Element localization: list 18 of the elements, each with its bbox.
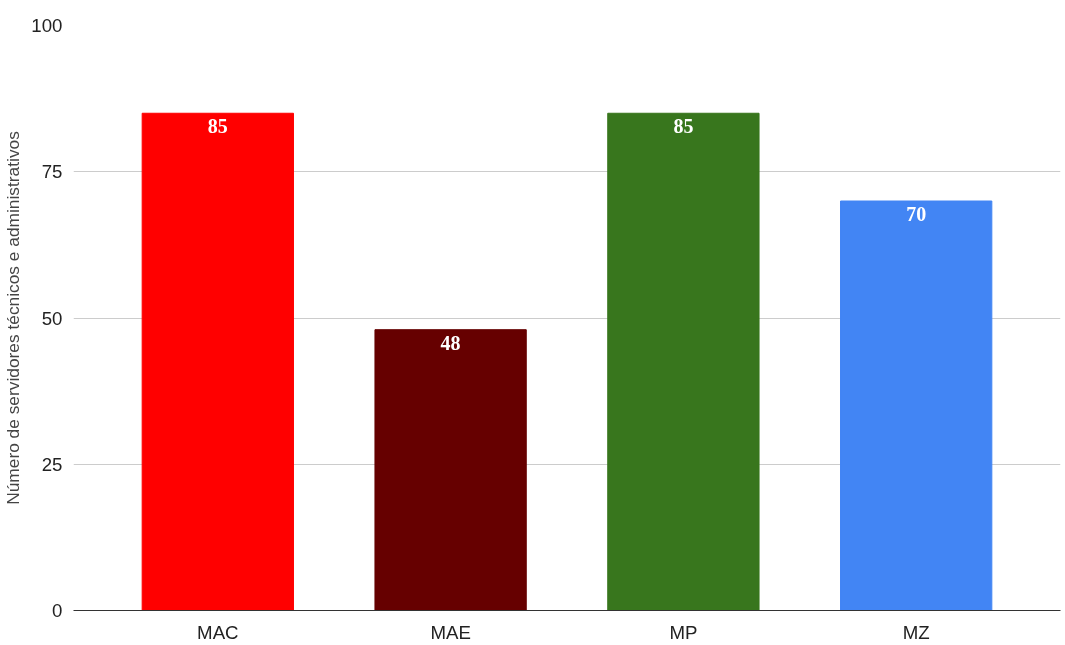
y-tick-label: 100: [31, 15, 63, 36]
bar: [607, 112, 760, 611]
x-tick-label: MZ: [902, 621, 930, 643]
data-label: 85: [207, 115, 228, 138]
y-tick-label: 0: [52, 600, 63, 621]
x-tick-label: MAC: [197, 621, 239, 643]
y-axis-title: Número de servidores técnicos e administrativos: [3, 130, 24, 505]
bar: [374, 329, 527, 611]
data-label: 48: [440, 331, 461, 354]
data-label: 70: [906, 203, 927, 225]
y-tick-label: 50: [41, 307, 63, 329]
bar: [840, 200, 993, 611]
y-tick-label: 25: [41, 453, 63, 475]
x-tick-label: MAE: [430, 621, 471, 643]
y-tick-label: 75: [41, 161, 63, 183]
data-label: 85: [673, 115, 694, 138]
x-tick-label: MP: [669, 621, 698, 643]
bar: [141, 112, 294, 611]
